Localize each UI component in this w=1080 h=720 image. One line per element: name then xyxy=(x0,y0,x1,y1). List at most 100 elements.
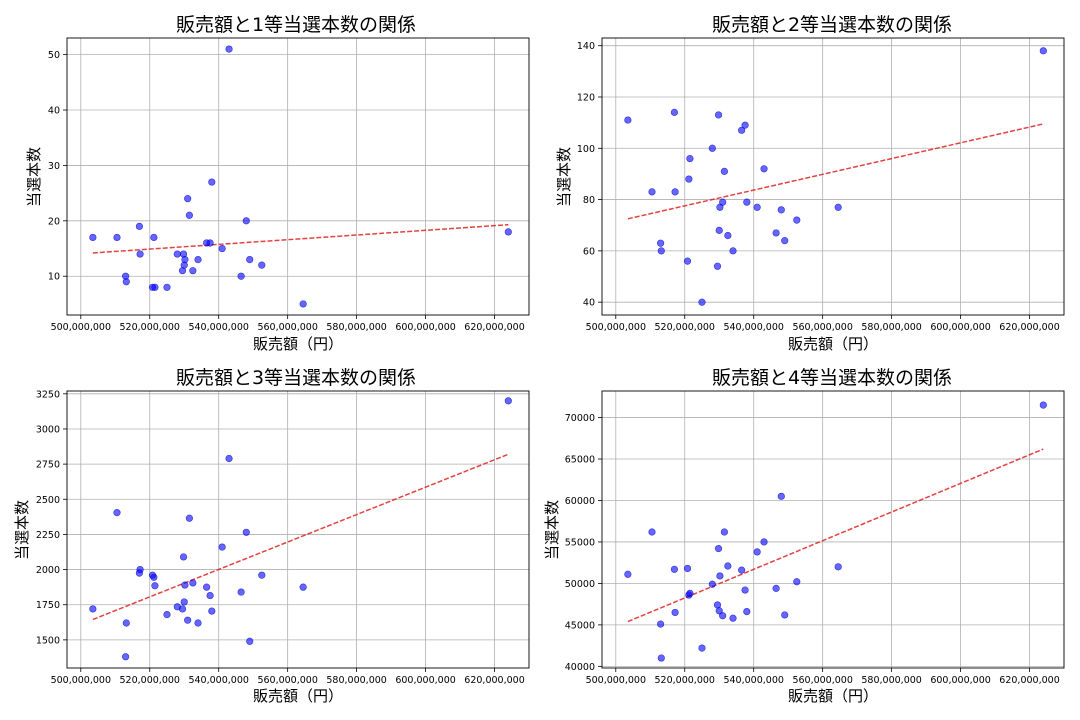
chart-title: 販売額と1等当選本数の関係 xyxy=(176,14,416,36)
y-tick-label: 2500 xyxy=(36,495,60,506)
data-point xyxy=(136,250,144,258)
y-axis-label: 当選本数 xyxy=(555,147,573,207)
y-axis-label: 当選本数 xyxy=(543,500,561,560)
data-point xyxy=(657,247,665,255)
x-tick-label: 600,000,000 xyxy=(395,322,455,333)
data-point xyxy=(122,653,130,661)
data-point xyxy=(772,229,780,237)
x-tick-label: 560,000,000 xyxy=(792,322,852,333)
data-point xyxy=(793,216,801,224)
data-point xyxy=(173,250,181,258)
x-tick-label: 520,000,000 xyxy=(655,675,715,686)
data-point xyxy=(194,619,202,627)
data-point xyxy=(189,267,197,275)
data-point xyxy=(724,231,732,240)
data-point xyxy=(135,222,144,230)
y-tick-label: 1750 xyxy=(36,600,60,611)
trend-line xyxy=(627,448,1044,623)
chart-title: 販売額と4等当選本数の関係 xyxy=(712,367,952,389)
data-point xyxy=(185,514,193,522)
data-point xyxy=(772,584,780,592)
data-point xyxy=(724,562,732,570)
x-axis-label: 販売額（円） xyxy=(253,687,343,705)
data-point xyxy=(181,256,189,264)
data-point xyxy=(671,608,679,617)
trend-line xyxy=(92,453,509,621)
data-point xyxy=(753,203,761,211)
data-point xyxy=(225,454,233,463)
data-point xyxy=(834,563,842,571)
x-tick-label: 580,000,000 xyxy=(326,675,386,686)
data-point xyxy=(657,239,665,247)
data-point xyxy=(150,233,158,242)
data-point xyxy=(194,256,202,264)
data-point xyxy=(218,244,226,253)
y-tick-label: 10 xyxy=(48,272,60,283)
x-tick-label: 580,000,000 xyxy=(326,322,386,333)
data-point xyxy=(258,261,266,269)
y-tick-label: 2000 xyxy=(36,565,60,576)
data-point xyxy=(181,581,189,589)
data-point xyxy=(504,397,512,405)
chart-panel-1: 販売額と1等当選本数の関係 500,000,000 520,000,000 540,… xyxy=(25,14,530,353)
data-point xyxy=(753,548,761,556)
data-point xyxy=(237,272,245,280)
data-point xyxy=(208,178,216,186)
y-tick-label: 55000 xyxy=(565,537,595,548)
x-tick-label: 620,000,000 xyxy=(999,675,1059,686)
data-point xyxy=(738,566,746,574)
x-tick-label: 500,000,000 xyxy=(51,322,111,333)
plot-frame xyxy=(66,37,530,316)
x-tick-label: 520,000,000 xyxy=(120,675,180,686)
data-point xyxy=(122,619,130,627)
data-point xyxy=(113,233,121,242)
data-point xyxy=(760,538,768,546)
data-point xyxy=(683,564,692,573)
y-tick-label: 40 xyxy=(583,298,595,309)
data-point xyxy=(246,256,254,264)
data-point xyxy=(716,572,724,580)
chart-panel-4: 販売額と4等当選本数の関係 500,000,000 520,000,000 540,… xyxy=(543,367,1065,705)
x-tick-label: 580,000,000 xyxy=(861,675,921,686)
x-tick-label: 520,000,000 xyxy=(655,322,715,333)
data-point xyxy=(729,614,737,622)
data-point xyxy=(89,233,97,242)
y-tick-label: 2750 xyxy=(36,460,60,471)
x-axis-label: 販売額（円） xyxy=(253,335,343,353)
y-tick-label: 20 xyxy=(48,216,60,227)
data-point xyxy=(685,175,693,183)
data-point xyxy=(781,611,789,619)
data-point xyxy=(89,605,97,613)
data-point xyxy=(657,654,665,662)
data-point xyxy=(741,121,749,129)
data-point xyxy=(698,298,706,306)
data-point xyxy=(708,144,716,152)
data-point xyxy=(729,247,737,255)
y-tick-label: 60000 xyxy=(565,496,595,507)
data-point xyxy=(686,154,694,163)
data-point xyxy=(185,211,193,219)
data-point xyxy=(719,612,727,620)
data-point xyxy=(237,588,245,596)
data-point xyxy=(151,582,159,590)
data-point xyxy=(180,598,188,606)
x-tick-label: 540,000,000 xyxy=(723,675,783,686)
data-point xyxy=(184,616,192,624)
y-tick-label: 40000 xyxy=(565,662,595,673)
x-tick-label: 600,000,000 xyxy=(930,322,990,333)
data-point xyxy=(648,528,656,536)
data-point xyxy=(151,283,159,291)
y-tick-label: 3250 xyxy=(36,389,60,400)
data-point xyxy=(720,528,728,536)
data-point xyxy=(113,509,121,517)
data-point xyxy=(189,579,197,587)
data-point xyxy=(671,188,679,196)
data-point xyxy=(504,228,512,236)
data-point xyxy=(738,126,746,134)
data-point xyxy=(781,237,789,245)
data-point xyxy=(760,165,768,173)
x-tick-label: 520,000,000 xyxy=(120,322,180,333)
plot-frame xyxy=(601,390,1065,669)
plot-frame xyxy=(66,390,530,669)
